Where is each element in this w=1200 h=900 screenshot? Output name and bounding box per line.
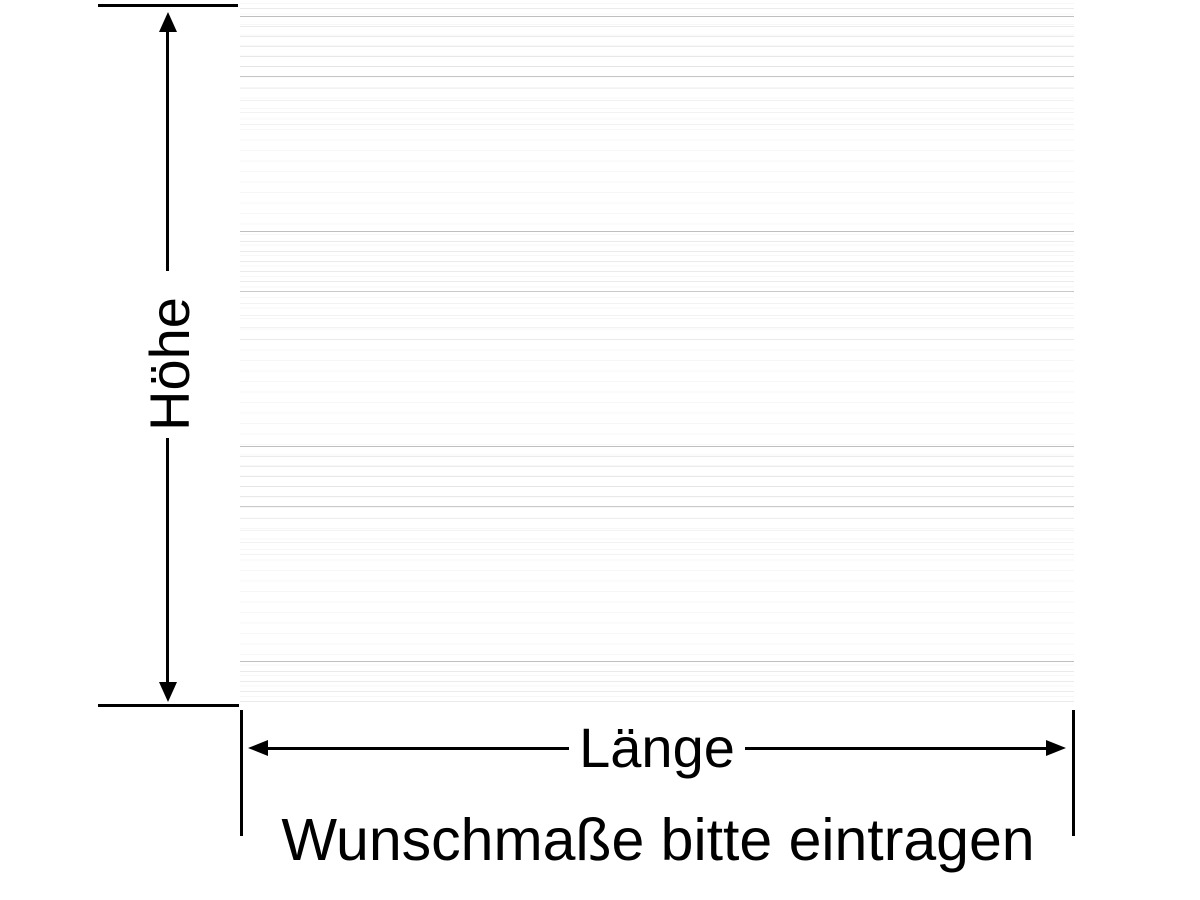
arrowhead-right-icon	[1046, 740, 1067, 756]
arrowhead-left-icon	[248, 740, 268, 756]
arrowhead-up-icon	[159, 12, 177, 32]
length-line-segment-right	[744, 746, 1047, 750]
length-extension-line-right	[1072, 710, 1075, 836]
height-dimension-line-upper	[166, 30, 169, 271]
length-extension-line-left	[240, 710, 243, 836]
height-extension-line-top	[98, 4, 238, 7]
length-label: Länge	[579, 716, 735, 779]
arrowhead-down-icon	[159, 682, 177, 702]
panel-preview	[240, 0, 1074, 703]
height-extension-line-bottom	[98, 704, 239, 707]
length-line-segment-left	[268, 746, 570, 750]
height-dimension-line-lower	[166, 438, 169, 684]
length-dimension-line: Länge	[248, 716, 1067, 780]
instruction-text: Wunschmaße bitte eintragen	[281, 807, 1035, 873]
height-label: Höhe	[138, 297, 201, 431]
